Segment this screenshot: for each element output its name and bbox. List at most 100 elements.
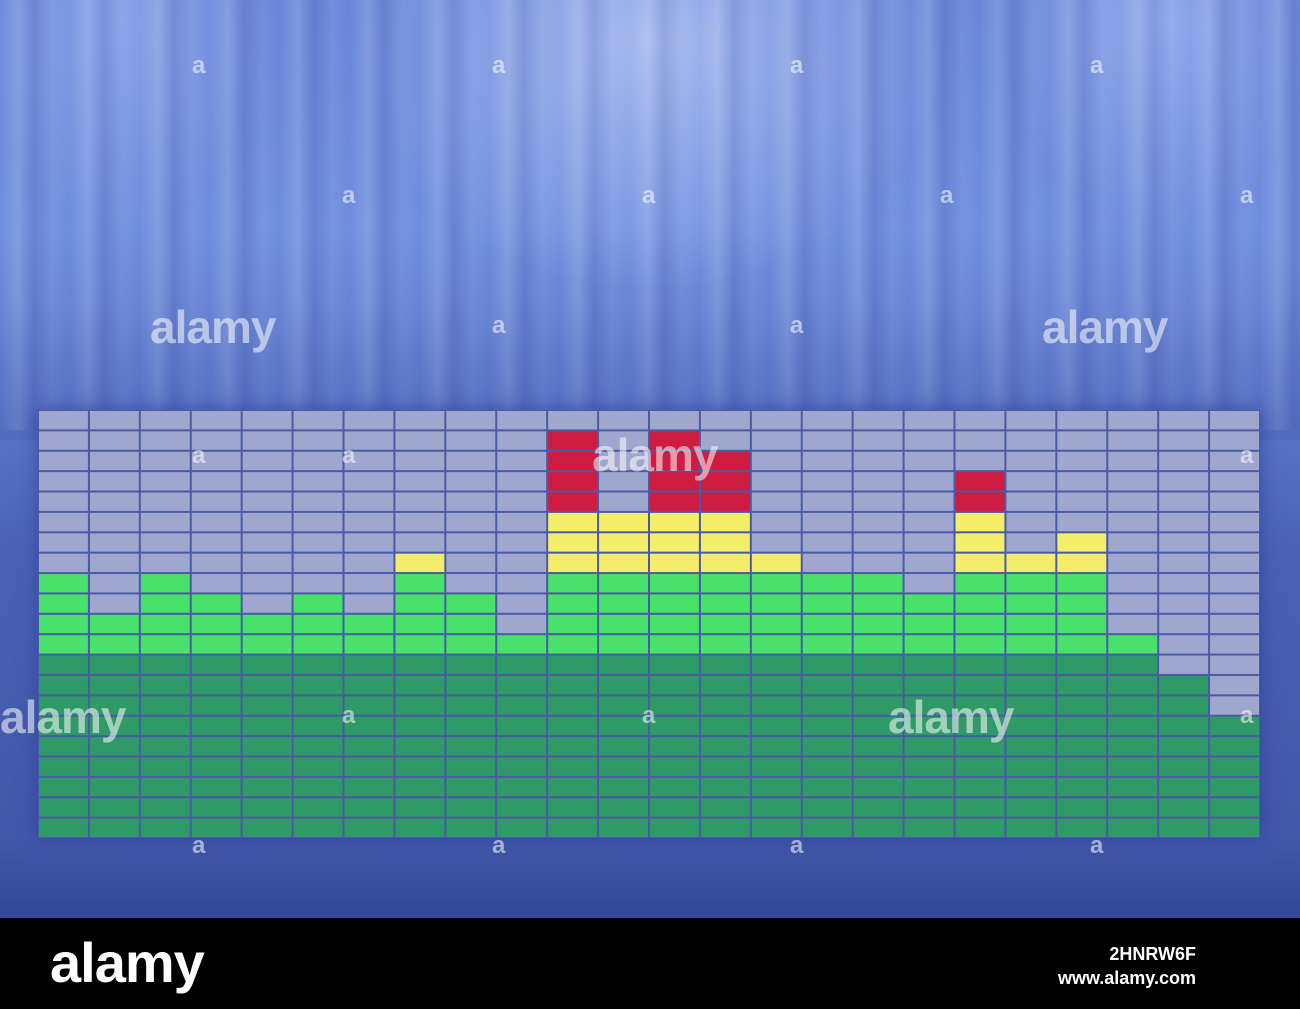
eq-cell [955, 553, 1005, 573]
eq-cell [650, 696, 699, 715]
eq-cell [1108, 818, 1158, 837]
eq-cell [599, 818, 648, 837]
eq-cell [548, 635, 598, 654]
eq-cell [497, 411, 547, 430]
eq-cell [1210, 472, 1259, 491]
eq-cell [344, 737, 394, 756]
eq-cell [751, 635, 801, 654]
eq-cell [700, 594, 750, 613]
eq-cell [446, 777, 496, 797]
eq-cell [293, 492, 343, 511]
eq-cell [955, 431, 1005, 450]
eq-cell [1057, 777, 1107, 797]
eq-cell [853, 594, 903, 613]
eq-cell [751, 451, 801, 471]
eq-cell [446, 818, 496, 837]
eq-cell [446, 696, 496, 715]
eq-cell [191, 675, 241, 695]
eq-cell [395, 451, 445, 471]
eq-cell [548, 818, 598, 837]
eq-cell [89, 594, 139, 613]
eq-cell [140, 614, 190, 634]
eq-cell [904, 431, 954, 450]
eq-cell [1006, 757, 1056, 776]
eq-cell [1108, 472, 1158, 491]
eq-cell [1108, 512, 1158, 532]
eq-cell [191, 757, 241, 776]
eq-cell [140, 594, 190, 613]
eq-cell [955, 635, 1005, 654]
eq-cell [1159, 635, 1209, 654]
eq-cell [344, 716, 394, 736]
eq-cell [89, 737, 139, 756]
eq-cell [955, 594, 1005, 613]
eq-cell [955, 818, 1005, 837]
stage-scene [0, 0, 1300, 918]
eq-cell [802, 675, 852, 695]
eq-cell [904, 655, 954, 674]
eq-cell [89, 798, 139, 817]
eq-cell [293, 472, 343, 491]
eq-cell [89, 492, 139, 511]
eq-cell [1108, 777, 1158, 797]
eq-cell [293, 675, 343, 695]
eq-cell [751, 533, 801, 552]
eq-cell [751, 431, 801, 450]
eq-cell [140, 635, 190, 654]
eq-cell [344, 614, 394, 634]
eq-cell [242, 655, 292, 674]
eq-cell [1108, 431, 1158, 450]
eq-cell [395, 737, 445, 756]
eq-cell [242, 777, 292, 797]
eq-cell [293, 798, 343, 817]
eq-cell [955, 512, 1005, 532]
eq-cell [446, 431, 496, 450]
eq-cell [548, 737, 598, 756]
stage-curtain [0, 0, 1300, 430]
equalizer-panel [38, 410, 1260, 838]
eq-cell [1159, 614, 1209, 634]
eq-cell [904, 472, 954, 491]
eq-cell [395, 411, 445, 430]
eq-cell [242, 431, 292, 450]
eq-cell [191, 777, 241, 797]
eq-cell [599, 533, 648, 552]
eq-cell [1057, 411, 1107, 430]
eq-cell [191, 553, 241, 573]
eq-cell [802, 635, 852, 654]
eq-cell [344, 512, 394, 532]
eq-cell [700, 696, 750, 715]
eq-cell [344, 777, 394, 797]
eq-cell [1057, 635, 1107, 654]
eq-cell [1006, 777, 1056, 797]
eq-cell [191, 492, 241, 511]
eq-cell [191, 635, 241, 654]
eq-cell [599, 512, 648, 532]
eq-cell [242, 574, 292, 593]
eq-cell [497, 574, 547, 593]
eq-cell [751, 594, 801, 613]
footer-image-id: 2HNRW6F [1109, 944, 1196, 964]
eq-cell [1108, 451, 1158, 471]
eq-cell [1108, 696, 1158, 715]
eq-cell [751, 798, 801, 817]
eq-cell [497, 635, 547, 654]
eq-cell [751, 492, 801, 511]
eq-cell [599, 757, 648, 776]
eq-cell [344, 431, 394, 450]
eq-cell [904, 675, 954, 695]
eq-cell [751, 472, 801, 491]
eq-cell [293, 451, 343, 471]
eq-cell [955, 614, 1005, 634]
eq-cell [1057, 553, 1107, 573]
eq-cell [497, 492, 547, 511]
eq-cell [1210, 533, 1259, 552]
eq-cell [497, 431, 547, 450]
eq-cell [191, 614, 241, 634]
eq-cell [89, 777, 139, 797]
eq-cell [1108, 635, 1158, 654]
eq-cell [1057, 512, 1107, 532]
eq-cell [700, 431, 750, 450]
eq-cell [497, 512, 547, 532]
eq-cell [1006, 696, 1056, 715]
